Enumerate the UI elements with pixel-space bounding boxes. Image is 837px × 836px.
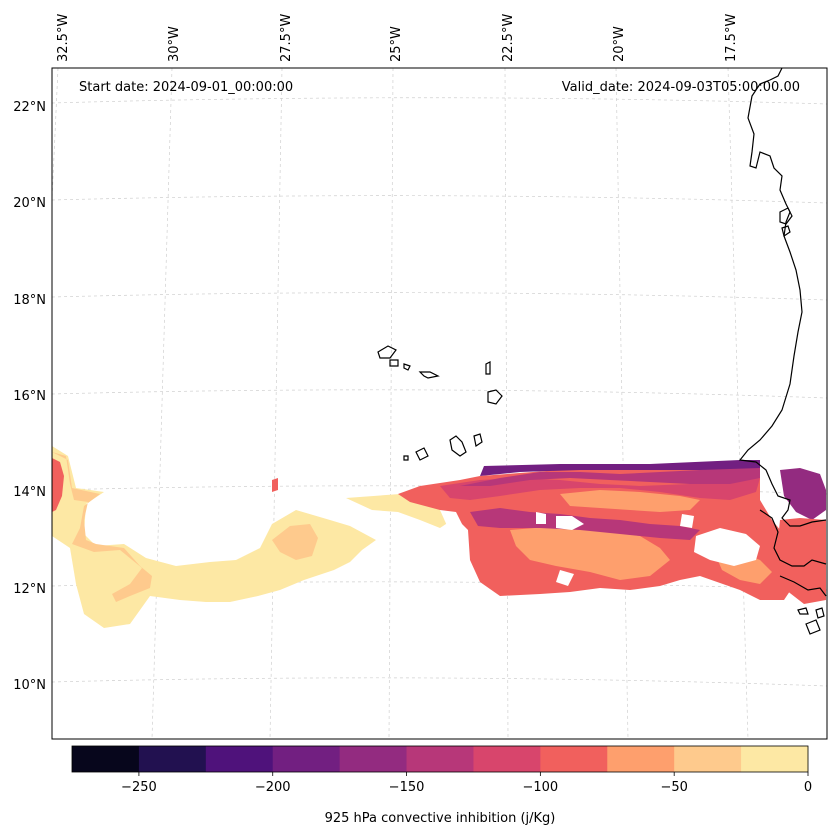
- lat-label: 22°N: [13, 100, 46, 115]
- lon-label: 17.5°W: [724, 14, 739, 62]
- longitude-labels: 32.5°W 30°W 27.5°W 25°W 22.5°W 20°W 17.5…: [56, 14, 739, 62]
- contour-east-purple-2: [780, 468, 826, 520]
- canary-2: [781, 225, 791, 237]
- meridian-22-5w: [504, 67, 509, 740]
- colorbar-ticks: −250 −200 −150 −100 −50 0: [121, 772, 812, 795]
- lat-label: 20°N: [13, 196, 46, 211]
- lon-label: 20°W: [612, 26, 627, 62]
- contour-east-orange-2: [560, 490, 700, 512]
- contour-west-orange: [52, 452, 152, 602]
- parallel-22n: [51, 97, 828, 105]
- colorbar-tick-label: −200: [255, 780, 291, 795]
- cape-verde-santiago: [449, 435, 467, 457]
- start-date-text: Start date: 2024-09-01_00:00:00: [79, 80, 293, 95]
- contour-gap-4: [556, 570, 574, 586]
- lon-label: 27.5°W: [279, 14, 294, 62]
- cape-verde-fogo: [415, 447, 429, 461]
- contour-gap-6: [440, 510, 462, 528]
- map-panel: [52, 68, 827, 739]
- lon-label: 22.5°W: [501, 14, 516, 62]
- contour-east-purple: [480, 460, 760, 476]
- cape-verde-santo-antao: [377, 345, 397, 359]
- map-frame: [51, 67, 828, 740]
- senegal-gambia-coast: [759, 509, 827, 567]
- contour-east-magenta: [460, 466, 760, 486]
- contour-gap-5: [680, 514, 694, 528]
- colorbar-segment: [674, 746, 742, 772]
- colorbar-tick-label: −250: [121, 780, 157, 795]
- contour-gap-2: [556, 516, 584, 530]
- bijagos-3: [815, 607, 825, 619]
- bijagos-2: [805, 619, 821, 635]
- colorbar-tick-label: −150: [389, 780, 425, 795]
- colorbar-tick-label: −50: [660, 780, 687, 795]
- lat-label: 12°N: [13, 582, 46, 597]
- contour-east-orange-1: [510, 526, 670, 580]
- colorbar-segment: [741, 746, 809, 772]
- cape-verde-brava: [403, 455, 409, 461]
- colorbar-segment: [138, 746, 207, 772]
- parallel-10n: [51, 677, 828, 687]
- contour-gap-1: [694, 528, 760, 566]
- lat-label: 18°N: [13, 293, 46, 308]
- parallel-14n: [51, 485, 828, 495]
- cin-contours: [52, 446, 826, 628]
- bissau-coast: [779, 575, 827, 597]
- contour-east-magenta-2: [470, 508, 700, 540]
- colorbar-segment: [72, 746, 140, 772]
- cape-verde-santa-luzia: [403, 363, 411, 371]
- meridian-25w: [388, 67, 394, 740]
- meridian-17-5w: [727, 67, 749, 740]
- colorbar-segment: [406, 746, 474, 772]
- lat-label: 10°N: [13, 678, 46, 693]
- contour-east-red-edge: [776, 518, 826, 604]
- cape-verde-sal: [485, 361, 491, 375]
- cape-verde-boa-vista: [487, 389, 503, 405]
- colorbar-tick-label: 0: [804, 780, 812, 795]
- colorbar: [71, 745, 809, 773]
- colorbar-label: 925 hPa convective inhibition (j/Kg): [325, 811, 556, 826]
- contour-mid-red: [272, 478, 278, 492]
- colorbar-segment: [272, 746, 341, 772]
- cape-verde-sao-vicente: [389, 359, 399, 367]
- parallel-16n: [51, 389, 828, 399]
- colorbar-segment: [473, 746, 541, 772]
- meridian-30w: [151, 67, 173, 740]
- colorbar-border: [71, 745, 809, 773]
- meridian-32-5w: [51, 67, 59, 201]
- colorbar-segment: [339, 746, 408, 772]
- parallel-18n: [51, 292, 828, 301]
- colorbar-segment: [540, 746, 608, 772]
- lon-label: 25°W: [389, 26, 404, 62]
- coastlines: [377, 67, 827, 635]
- colorbar-tick-label: −100: [523, 780, 559, 795]
- lat-label: 16°N: [13, 389, 46, 404]
- cape-verde-sao-nicolau: [418, 371, 440, 379]
- lon-label: 30°W: [167, 26, 182, 62]
- colorbar-segment: [607, 746, 675, 772]
- canary-1: [779, 207, 793, 225]
- africa-coastline: [738, 67, 827, 527]
- contour-east-pink: [440, 478, 760, 500]
- meridian-27-5w: [269, 67, 283, 740]
- cape-verde-maio: [473, 433, 483, 447]
- latitude-labels: 22°N 20°N 18°N 16°N 14°N 12°N 10°N: [13, 100, 46, 693]
- meridian-20w: [615, 67, 629, 740]
- contour-gap-3: [536, 512, 546, 524]
- lon-label: 32.5°W: [56, 14, 71, 62]
- parallel-20n: [51, 195, 828, 204]
- valid-date-text: Valid_date: 2024-09-03T05:00:00.00: [562, 80, 800, 95]
- colorbar-segment: [205, 746, 274, 772]
- contour-west-red: [52, 458, 64, 512]
- lat-label: 14°N: [13, 485, 46, 500]
- contour-mid-orange: [272, 524, 318, 560]
- bijagos-1: [797, 607, 809, 615]
